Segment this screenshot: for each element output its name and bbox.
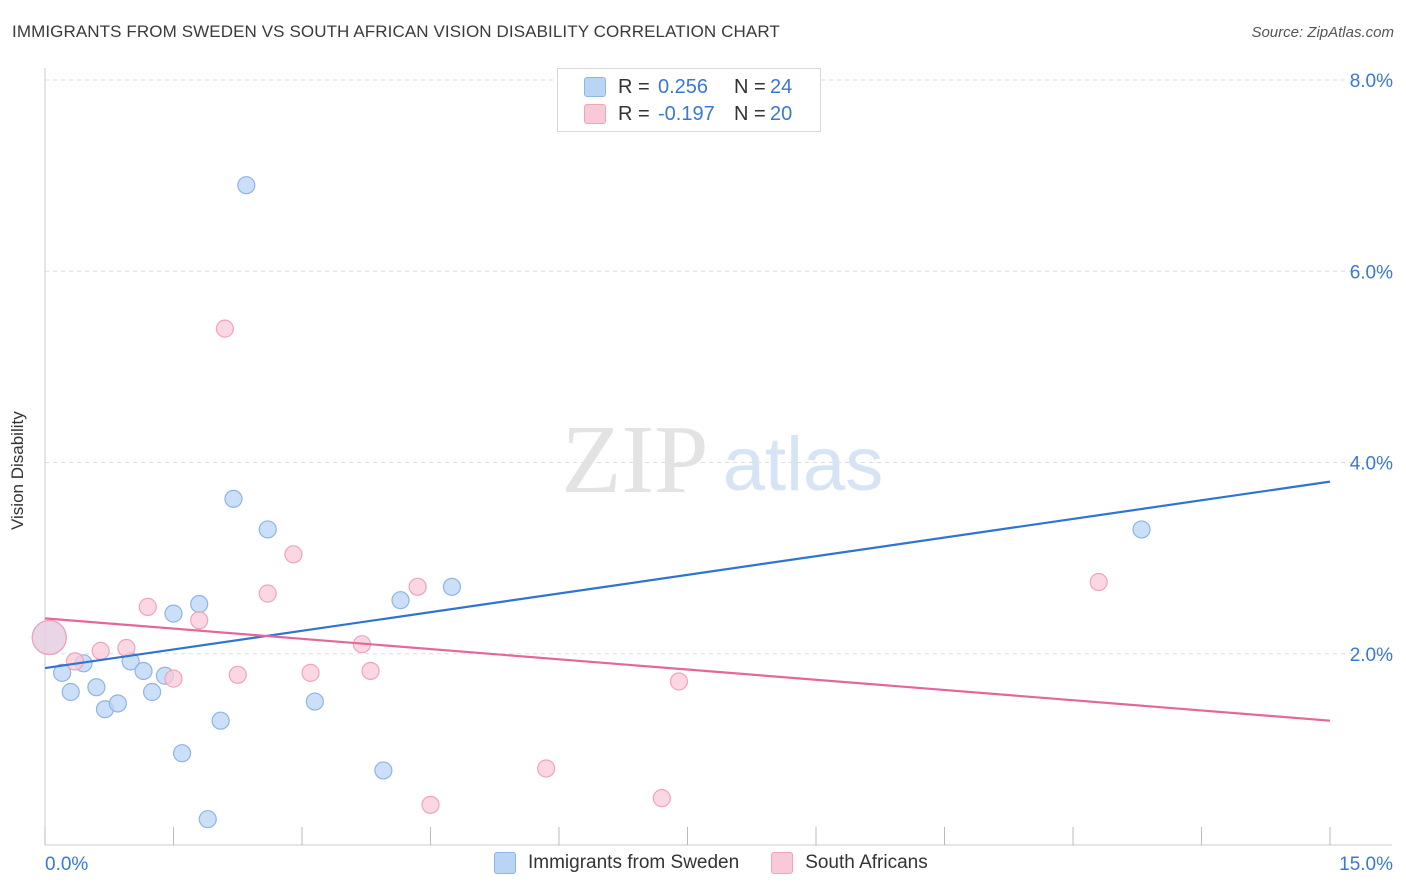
n-value: 20 [770,102,793,125]
south-africans-point [91,641,110,660]
sweden-trend-line [44,480,1331,670]
south-africans-point [284,545,303,564]
sweden-point [61,682,80,702]
axes [44,68,1392,846]
south-africans-point [301,663,320,682]
sweden-point [172,744,192,763]
watermark-zip: ZIP [562,406,709,514]
south-africans-point [190,611,209,630]
sweden-point [108,694,127,713]
n-label: N = [734,102,766,125]
south-africans-point [164,669,183,688]
south-africans-point [258,584,277,603]
watermark-atlas: atlas [723,422,884,507]
y-tick-label: 2.0% [1350,645,1393,666]
r-value: 0.256 [658,75,709,98]
y-axis-label: Vision Disability [8,411,27,530]
sweden-swatch [494,852,516,874]
legend-row-south-africans: R = -0.197 N = 20 [584,101,792,127]
south-africans-point [669,672,689,691]
sweden-point [391,591,410,610]
south-africans-point [65,652,85,671]
south-africans-point [228,665,247,684]
sweden-point [442,577,462,596]
south-africans-swatch [771,852,794,874]
chart-title: IMMIGRANTS FROM SWEDEN VS SOUTH AFRICAN … [12,22,780,41]
series-legend: Immigrants from Sweden South Africans [494,852,960,874]
r-label: R = [618,102,650,125]
sweden-point [53,663,72,682]
correlation-legend: R = 0.256 N = 24 R = -0.197 N = 20 [557,68,821,132]
source-label: Source: ZipAtlas.com [1251,24,1394,41]
legend-row-sweden: R = 0.256 N = 24 [584,74,792,100]
sweden-point [164,604,183,623]
r-label: R = [618,75,650,98]
y-tick-label: 8.0% [1350,71,1393,92]
south-africans-point [652,789,671,808]
sweden-point [190,594,209,614]
legend-item-sweden: Immigrants from Sweden [494,852,739,874]
sweden-swatch [584,77,606,97]
sweden-point [305,692,324,711]
south-africans-point [117,638,136,658]
sweden-point [87,678,106,697]
south-africans-point [421,795,440,814]
south-africans-point [408,577,427,596]
sweden-point [211,711,230,730]
x-tick-label: 15.0% [1339,854,1393,875]
sweden-point [224,489,243,508]
sweden-point [258,520,277,539]
south-africans-swatch [584,104,606,124]
sweden-point [1132,520,1151,539]
south-africans-trend-line [44,617,1331,722]
legend-label-sweden: Immigrants from Sweden [528,852,740,873]
gridlines [45,79,1392,655]
watermark: ZIP atlas [562,406,884,514]
y-tick-label: 4.0% [1350,454,1393,475]
legend-item-south-africans: South Africans [771,852,928,874]
south-africans-point [361,661,380,681]
sweden-point [198,810,217,829]
tick-labels: 2.0% 4.0% 6.0% 8.0% 0.0% 15.0% [45,71,1393,875]
south-africans-point [31,619,67,656]
sweden-point [142,682,162,702]
south-africans-point [1089,572,1108,592]
sweden-point [374,761,393,780]
sweden-point [237,176,256,195]
sweden-point [134,661,153,681]
x-tick-label: 0.0% [45,854,88,875]
n-label: N = [734,75,766,98]
south-africans-point [537,759,556,778]
trend-lines [44,480,1331,722]
south-africans-point [138,597,157,616]
legend-label-south-africans: South Africans [805,852,928,873]
r-value: -0.197 [658,102,715,125]
y-tick-label: 6.0% [1350,262,1393,283]
south-africans-point [215,319,234,338]
n-value: 24 [770,75,793,98]
